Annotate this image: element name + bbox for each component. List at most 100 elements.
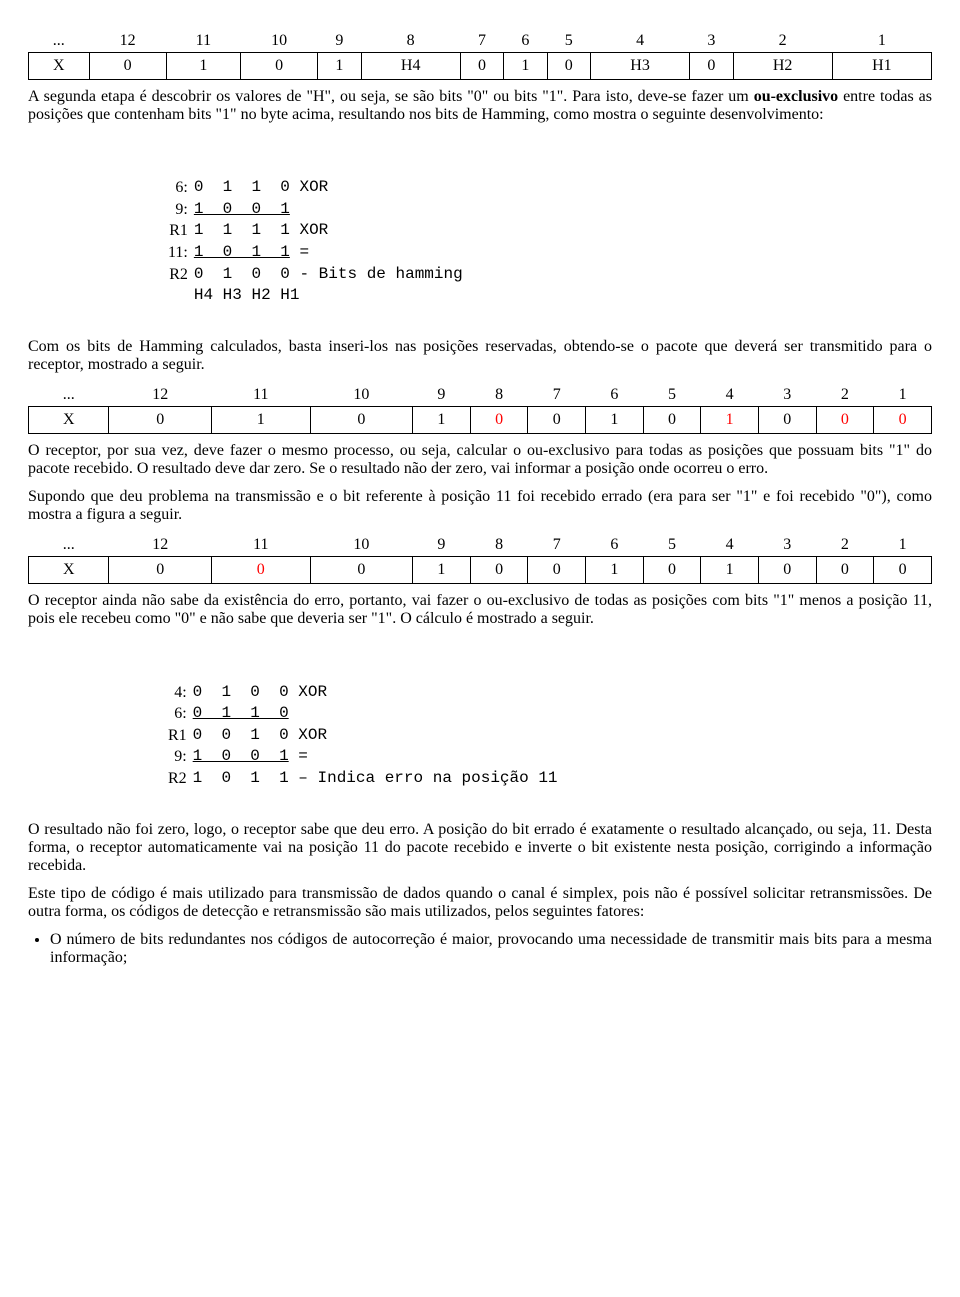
table1-data-cell: 0 xyxy=(460,53,503,80)
xor-row-bits: 0 0 1 0 XOR xyxy=(193,725,568,747)
xor-row-label: 9: xyxy=(28,199,194,221)
table3-header-cell: 1 xyxy=(874,534,932,557)
xor-row-bits: 1 1 1 1 XOR xyxy=(194,220,473,242)
table1-header-cell: 5 xyxy=(547,30,590,53)
bit-position-table-3: ...121110987654321 X000100101000 xyxy=(28,534,932,584)
table2-header-row: ...121110987654321 xyxy=(29,384,932,407)
paragraph-3: O receptor, por sua vez, deve fazer o me… xyxy=(28,442,932,478)
xor-row-bits: 0 1 0 0 - Bits de hamming xyxy=(194,264,473,286)
table1-header-cell: 12 xyxy=(89,30,166,53)
paragraph-5: O receptor ainda não sabe da existência … xyxy=(28,592,932,628)
table3-data-cell: X xyxy=(29,557,109,584)
table2-data-cell: 1 xyxy=(413,407,471,434)
xor-row-bits: 0 1 0 0 XOR xyxy=(193,682,568,704)
table1-data-cell: 0 xyxy=(547,53,590,80)
table2-data-cell: 0 xyxy=(758,407,816,434)
bullet-list: O número de bits redundantes nos códigos… xyxy=(50,931,932,967)
table2-data-cell: 0 xyxy=(528,407,586,434)
xor-row-label: 6: xyxy=(28,177,194,199)
table2-data-cell: 0 xyxy=(109,407,211,434)
table1-header-cell: 4 xyxy=(590,30,689,53)
xor-row-label xyxy=(28,285,194,307)
table2-data-cell: 0 xyxy=(643,407,701,434)
table2-data-cell: 0 xyxy=(310,407,412,434)
table3-header-row: ...121110987654321 xyxy=(29,534,932,557)
xor-row-bits: 0 1 1 0 XOR xyxy=(194,177,473,199)
table3-header-cell: 9 xyxy=(413,534,471,557)
table2-data-cell: 1 xyxy=(701,407,759,434)
paragraph-6: O resultado não foi zero, logo, o recept… xyxy=(28,821,932,875)
paragraph-4: Supondo que deu problema na transmissão … xyxy=(28,488,932,524)
table2-header-cell: 8 xyxy=(470,384,528,407)
paragraph-1: A segunda etapa é descobrir os valores d… xyxy=(28,88,932,124)
table2-header-cell: 2 xyxy=(816,384,874,407)
table2-data-cell: 1 xyxy=(586,407,644,434)
xor-row-label: 11: xyxy=(28,242,194,264)
xor-row-bits: 1 0 0 1 xyxy=(194,199,473,221)
table3-header-cell: 2 xyxy=(816,534,874,557)
bit-position-table-2: ...121110987654321 X010100101000 xyxy=(28,384,932,434)
paragraph-7: Este tipo de código é mais utilizado par… xyxy=(28,885,932,921)
table3-data-cell: 0 xyxy=(310,557,412,584)
table3-data-cell: 0 xyxy=(528,557,586,584)
table3-data-cell: 1 xyxy=(413,557,471,584)
table3-data-cell: 0 xyxy=(109,557,211,584)
xor-row-label: 6: xyxy=(28,703,193,725)
table3-header-cell: 6 xyxy=(586,534,644,557)
xor-row-label: R1 xyxy=(28,220,194,242)
bold-ou-exclusivo: ou-exclusivo xyxy=(754,88,838,105)
table2-data-cell: 0 xyxy=(816,407,874,434)
bit-position-table-1: ...121110987654321 X0101H4010H30H2H1 xyxy=(28,30,932,80)
table1-data-cell: H4 xyxy=(361,53,460,80)
xor-row-label: R2 xyxy=(28,768,193,790)
table1-data-cell: H1 xyxy=(832,53,931,80)
table3-data-cell: 0 xyxy=(816,557,874,584)
table2-header-cell: 9 xyxy=(413,384,471,407)
table1-header-cell: 10 xyxy=(241,30,318,53)
table3-data-cell: 1 xyxy=(701,557,759,584)
table3-header-cell: 7 xyxy=(528,534,586,557)
table2-header-cell: 7 xyxy=(528,384,586,407)
table1-header-row: ...121110987654321 xyxy=(29,30,932,53)
table1-data-cell: 0 xyxy=(241,53,318,80)
table2-header-cell: 6 xyxy=(586,384,644,407)
table2-data-cell: 0 xyxy=(874,407,932,434)
table1-data-cell: 0 xyxy=(89,53,166,80)
table2-data-cell: 1 xyxy=(211,407,310,434)
table3-data-cell: 0 xyxy=(643,557,701,584)
xor-row-bits: 1 0 1 1 = xyxy=(194,242,473,264)
table1-header-cell: 6 xyxy=(504,30,547,53)
table3-header-cell: 11 xyxy=(211,534,310,557)
table1-header-cell: 7 xyxy=(460,30,503,53)
table2-header-cell: 11 xyxy=(211,384,310,407)
table1-data-cell: 1 xyxy=(166,53,240,80)
table2-data-row: X010100101000 xyxy=(29,407,932,434)
table2-header-cell: 10 xyxy=(310,384,412,407)
table1-data-row: X0101H4010H30H2H1 xyxy=(29,53,932,80)
table1-header-cell: 11 xyxy=(166,30,240,53)
table1-data-cell: H2 xyxy=(733,53,832,80)
table2-header-cell: 12 xyxy=(109,384,211,407)
table3-data-row: X000100101000 xyxy=(29,557,932,584)
table3-header-cell: 12 xyxy=(109,534,211,557)
table2-header-cell: 1 xyxy=(874,384,932,407)
table1-data-cell: 1 xyxy=(504,53,547,80)
table2-data-cell: X xyxy=(29,407,109,434)
table1-header-cell: 1 xyxy=(832,30,931,53)
table1-header-cell: ... xyxy=(29,30,90,53)
xor-calc-1: 6:0 1 1 0 XOR9:1 0 0 1R11 1 1 1 XOR11:1 … xyxy=(28,134,932,328)
xor-calc-2: 4:0 1 0 0 XOR6:0 1 1 0R10 0 1 0 XOR9:1 0… xyxy=(28,638,932,811)
table3-data-cell: 0 xyxy=(758,557,816,584)
table3-header-cell: ... xyxy=(29,534,109,557)
table3-data-cell: 0 xyxy=(874,557,932,584)
xor-row-bits: 0 1 1 0 xyxy=(193,703,568,725)
paragraph-2: Com os bits de Hamming calculados, basta… xyxy=(28,338,932,374)
table1-header-cell: 2 xyxy=(733,30,832,53)
table1-data-cell: H3 xyxy=(590,53,689,80)
table3-header-cell: 8 xyxy=(470,534,528,557)
table2-header-cell: 5 xyxy=(643,384,701,407)
bullet-item-1: O número de bits redundantes nos códigos… xyxy=(50,931,932,967)
xor-row-label: R2 xyxy=(28,264,194,286)
table1-data-cell: 0 xyxy=(690,53,733,80)
table3-header-cell: 5 xyxy=(643,534,701,557)
